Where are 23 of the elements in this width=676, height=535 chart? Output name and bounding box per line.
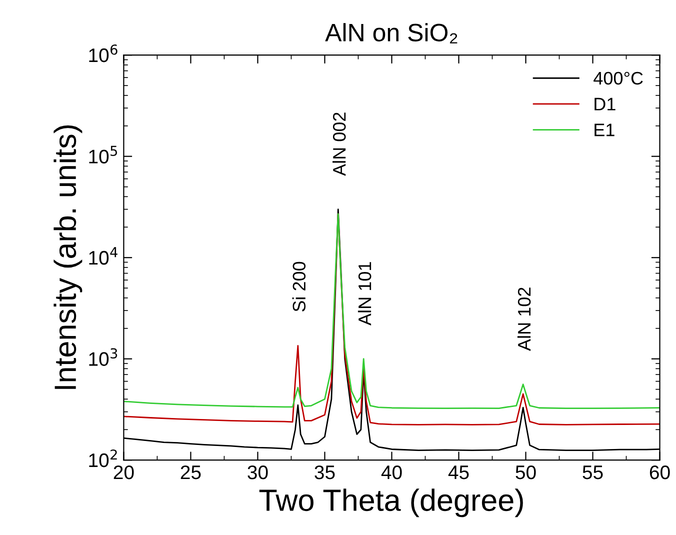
legend-label: D1 bbox=[594, 98, 616, 110]
y-tick-label: 10$^{6}$ bbox=[89, 44, 118, 62]
x-axis-title: Two Theta (degree) bbox=[259, 488, 523, 518]
annotation: AlN 102 bbox=[517, 288, 531, 351]
x-tick-label: 45 bbox=[448, 466, 469, 480]
y-tick-label: 10$^{4}$ bbox=[89, 247, 118, 265]
annotation: AlN 101 bbox=[358, 262, 372, 326]
x-tick-label: 35 bbox=[314, 465, 335, 480]
x-tick-label: 55 bbox=[582, 466, 603, 480]
y-tick-label: 10$^{3}$ bbox=[89, 348, 118, 366]
annotation: Si 200 bbox=[292, 262, 306, 312]
x-tick-label: 20 bbox=[114, 465, 134, 480]
x-tick-label: 40 bbox=[381, 465, 402, 480]
x-tick-label: 25 bbox=[180, 465, 201, 480]
legend-label: E1 bbox=[594, 124, 614, 136]
annotation: AlN 002 bbox=[332, 112, 346, 176]
y-tick-label: 10$^{5}$ bbox=[89, 146, 118, 164]
y-axis-title: Intensity (arb. units) bbox=[54, 125, 82, 389]
x-tick-label: 50 bbox=[516, 465, 536, 480]
chart-title: AlN on SiO₂ bbox=[325, 23, 458, 44]
x-tick-label: 30 bbox=[248, 465, 268, 480]
x-tick-label: 60 bbox=[650, 465, 670, 480]
legend-label: 400°C bbox=[594, 72, 643, 85]
